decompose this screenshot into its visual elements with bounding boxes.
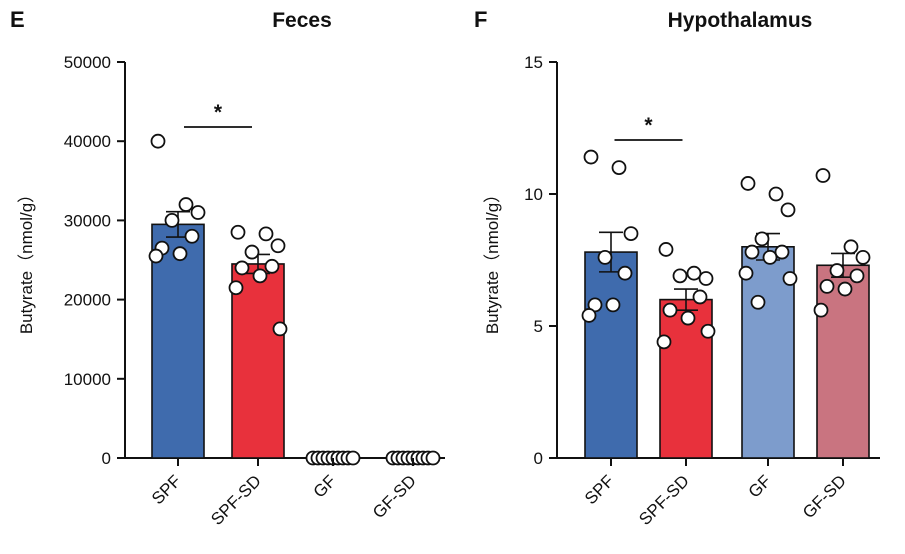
data-point [754,231,770,247]
data-point [740,176,756,191]
data-point [662,302,678,318]
data-point [686,265,702,281]
data-point [658,242,674,257]
y-tick-label: 0 [102,449,111,468]
data-point [738,265,754,281]
x-tick-label: GF [310,471,340,501]
bar [816,264,870,459]
bar [231,263,285,459]
data-point [184,228,200,244]
data-point [230,224,246,240]
data-point [782,271,798,286]
data-point [190,205,206,220]
data-point [148,248,164,264]
y-axis-label: Butyrate（nmol/g） [483,186,502,334]
data-point [150,133,166,149]
data-point [252,268,268,284]
data-point [611,160,627,176]
data-point [272,321,288,337]
data-point [597,249,613,265]
y-tick-label: 0 [534,449,543,468]
data-point [617,265,633,281]
data-point [855,249,871,265]
y-axis-label: Butyrate（nmol/g） [17,186,36,334]
data-point [762,249,778,265]
data-point [425,450,441,466]
significance-label: * [214,101,223,124]
y-tick-label: 10000 [64,370,111,389]
data-point [843,239,859,255]
bar [151,223,205,459]
data-point [780,202,796,218]
data-point [234,260,250,276]
data-point [270,238,286,254]
panel-letter: E [10,7,25,32]
x-tick-label: SPF-SD [635,471,693,529]
data-point [178,197,194,212]
data-point [815,168,831,183]
data-point [700,323,716,339]
y-tick-label: 10 [524,185,543,204]
significance-label: * [644,114,653,137]
data-point [768,186,784,202]
data-point [264,258,280,274]
data-point [672,268,688,284]
data-point [164,212,180,228]
data-point [692,289,708,305]
x-tick-label: SPF-SD [207,471,265,529]
data-point [581,308,597,323]
y-tick-label: 40000 [64,132,111,151]
x-tick-label: SPF [148,471,185,508]
y-tick-label: 30000 [64,211,111,230]
data-point [228,280,244,296]
x-tick-label: GF [745,471,775,501]
chart-title: Feces [272,9,332,32]
data-point [172,246,188,262]
data-point [623,226,639,242]
data-point [774,244,790,260]
data-point [605,297,621,313]
x-tick-label: GF-SD [369,471,420,522]
y-tick-label: 5 [534,317,543,336]
data-point [849,268,865,284]
data-point [656,334,672,350]
chart-title: Hypothalamus [668,9,813,32]
data-point [829,263,845,278]
data-point [244,244,260,260]
panel-letter: F [474,7,487,32]
data-point [680,310,696,326]
data-point [813,302,829,318]
bar [584,251,638,459]
y-tick-label: 20000 [64,291,111,310]
data-point [583,149,599,165]
data-point [345,450,361,466]
data-point [837,281,853,297]
data-point [750,294,766,310]
y-tick-label: 15 [524,53,543,72]
data-point [819,278,835,294]
x-tick-label: GF-SD [799,471,850,522]
data-point [744,244,760,260]
y-tick-label: 50000 [64,53,111,72]
data-point [698,271,714,286]
data-point [258,226,274,242]
x-tick-label: SPF [581,471,618,508]
